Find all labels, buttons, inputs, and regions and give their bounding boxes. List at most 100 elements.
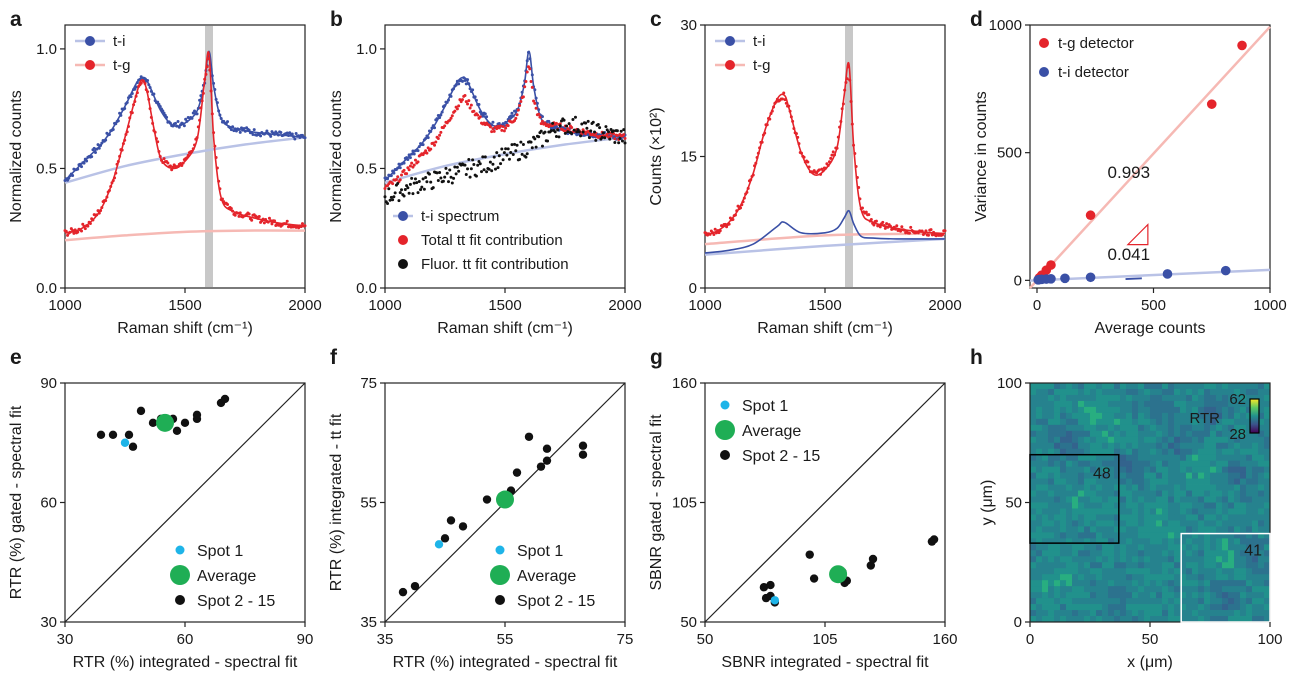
heatmap-cell: [1042, 616, 1049, 623]
heatmap-cell: [1072, 436, 1079, 444]
data-point: [606, 130, 610, 134]
heatmap-cell: [1102, 478, 1109, 485]
data-point: [539, 129, 543, 133]
data-point: [791, 119, 795, 123]
legend-marker: [495, 545, 505, 555]
data-point: [413, 177, 417, 181]
heatmap-cell: [1210, 520, 1217, 527]
data-point: [408, 182, 412, 186]
data-point: [455, 107, 459, 111]
data-point: [468, 87, 472, 91]
heatmap-cell: [1090, 400, 1097, 408]
data-point: [204, 72, 208, 76]
heatmap-cell: [1252, 550, 1259, 557]
heatmap-cell: [1054, 406, 1061, 414]
data-point: [76, 167, 80, 171]
heatmap-cell: [1240, 454, 1247, 462]
data-point: [499, 162, 503, 166]
heatmap-cell: [1204, 586, 1211, 593]
heatmap-cell: [1114, 526, 1121, 533]
heatmap-cell: [1228, 532, 1235, 539]
heatmap-cell: [1228, 388, 1235, 396]
heatmap-cell: [1264, 514, 1271, 521]
heatmap-cell: [1186, 412, 1193, 420]
heatmap-cell: [1234, 412, 1241, 420]
heatmap-cell: [1102, 430, 1109, 438]
data-point: [446, 98, 450, 102]
data-point: [826, 163, 830, 167]
data-point: [482, 168, 486, 172]
heatmap-cell: [1162, 424, 1169, 432]
heatmap-cell: [1132, 532, 1139, 539]
heatmap-cell: [1102, 472, 1109, 479]
heatmap-cell: [1264, 448, 1271, 456]
heatmap-cell: [1234, 562, 1241, 569]
heatmap-cell: [1108, 406, 1115, 414]
heatmap-cell: [1084, 556, 1091, 563]
data-point: [736, 204, 740, 208]
heatmap-cell: [1096, 406, 1103, 414]
heatmap-cell: [1210, 616, 1217, 623]
heatmap-cell: [1114, 388, 1121, 396]
data-point: [270, 222, 274, 226]
heatmap-cell: [1096, 460, 1103, 468]
data-point: [252, 128, 256, 132]
heatmap-cell: [1102, 460, 1109, 468]
heatmap-cell: [1102, 436, 1109, 444]
x-axis-label: Raman shift (cm⁻¹): [757, 320, 893, 337]
heatmap-cell: [1240, 424, 1247, 432]
heatmap-cell: [1120, 568, 1127, 575]
heatmap-cell: [1036, 442, 1043, 450]
data-point: [534, 96, 538, 100]
data-point: [445, 100, 449, 104]
heatmap-cell: [1192, 526, 1199, 533]
data-point: [540, 144, 544, 148]
heatmap-cell: [1090, 574, 1097, 581]
heatmap-cell: [1168, 574, 1175, 581]
heatmap-cell: [1120, 592, 1127, 599]
heatmap-cell: [1144, 556, 1151, 563]
heatmap-cell: [1090, 383, 1097, 390]
x-tick-label: 2000: [928, 297, 961, 314]
heatmap-cell: [1246, 550, 1253, 557]
heatmap-cell: [1036, 460, 1043, 468]
heatmap-cell: [1252, 616, 1259, 623]
heatmap-cell: [1030, 556, 1037, 563]
heatmap-cell: [1036, 394, 1043, 402]
data-point: [435, 117, 439, 121]
heatmap-cell: [1198, 616, 1205, 623]
heatmap-cell: [1114, 532, 1121, 539]
heatmap-cell: [1198, 604, 1205, 611]
data-point: [497, 121, 501, 125]
roi-value: 41: [1244, 543, 1262, 560]
heatmap-cell: [1264, 598, 1271, 605]
heatmap-cell: [1204, 520, 1211, 527]
heatmap-cell: [1120, 508, 1127, 515]
y-tick-label: 1.0: [356, 41, 377, 58]
data-point: [524, 79, 528, 83]
data-point: [467, 82, 471, 86]
heatmap-cell: [1108, 490, 1115, 497]
heatmap-cell: [1228, 544, 1235, 551]
heatmap-cell: [1150, 526, 1157, 533]
heatmap-cell: [1210, 388, 1217, 396]
heatmap-cell: [1180, 484, 1187, 491]
colorbar-max-label: 62: [1229, 391, 1246, 408]
data-point: [185, 119, 189, 123]
data-point: [563, 131, 567, 135]
heatmap-cell: [1210, 412, 1217, 420]
heatmap-cell: [1090, 520, 1097, 527]
panel-letter-c: c: [650, 8, 662, 31]
data-point: [784, 101, 788, 105]
heatmap-cell: [1174, 400, 1181, 408]
heatmap-cell: [1150, 418, 1157, 426]
data-point: [490, 169, 494, 173]
heatmap-cell: [1228, 592, 1235, 599]
heatmap-cell: [1180, 383, 1187, 390]
heatmap-cell: [1096, 400, 1103, 408]
heatmap-cell: [1210, 394, 1217, 402]
heatmap-cell: [1198, 496, 1205, 503]
heatmap-cell: [1258, 610, 1265, 617]
data-point: [521, 142, 525, 146]
heatmap-cell: [1210, 586, 1217, 593]
